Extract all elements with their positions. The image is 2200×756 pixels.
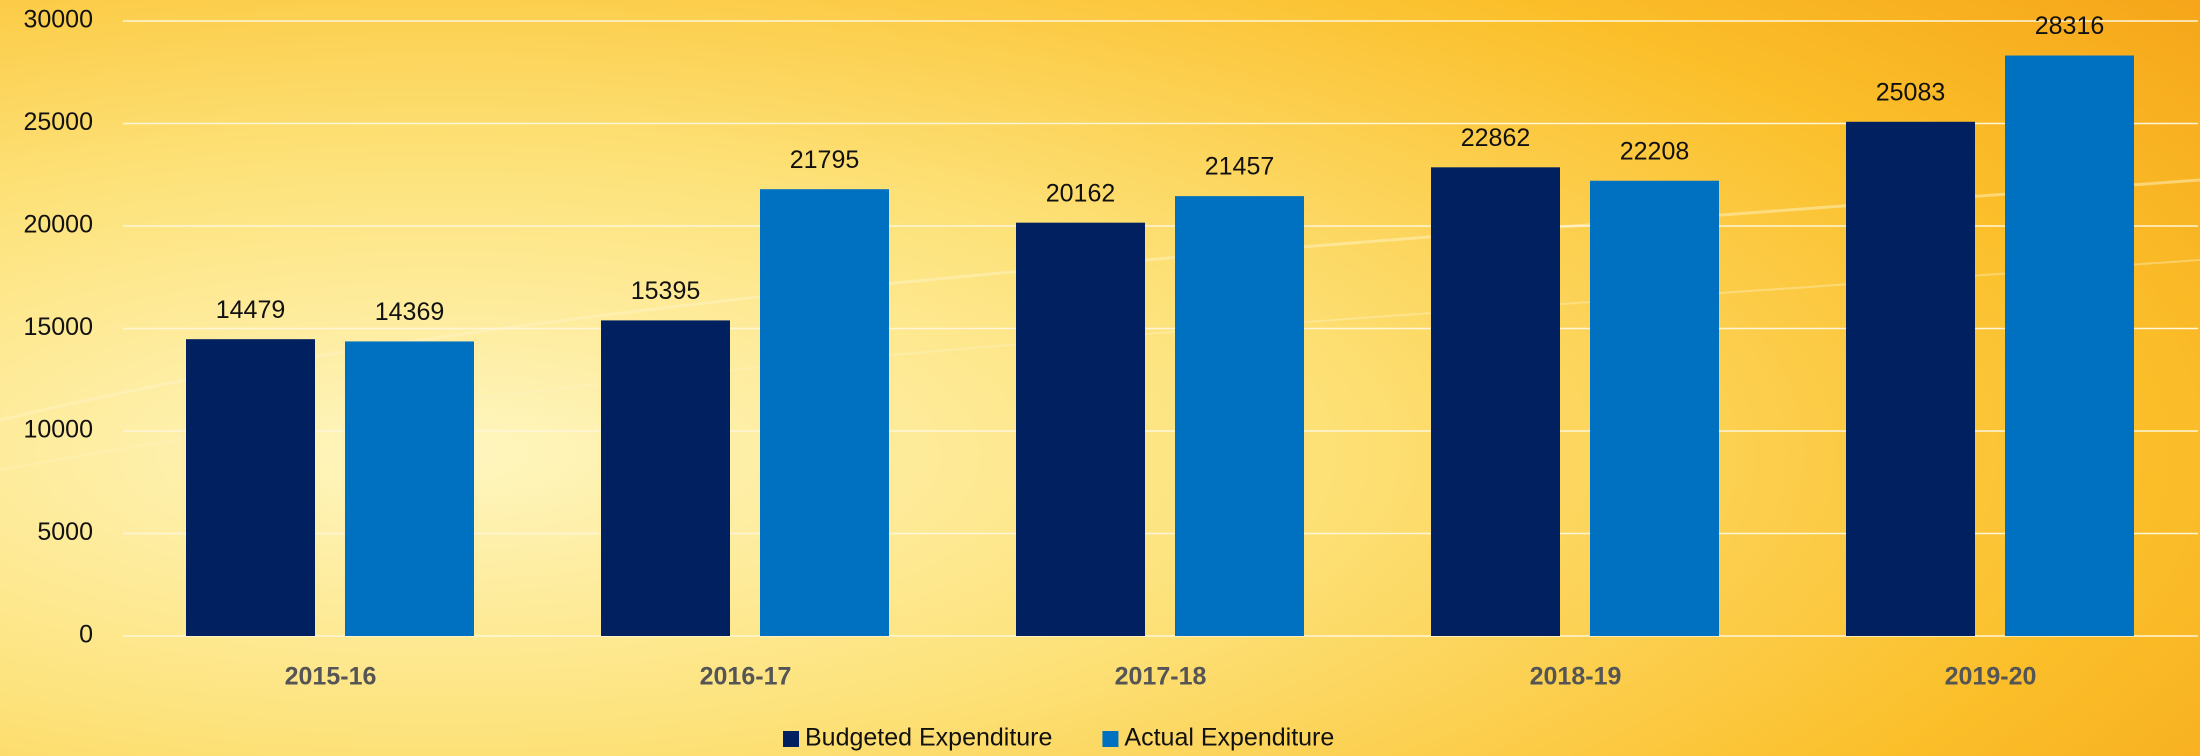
x-tick-label: 2016-17: [700, 663, 792, 691]
data-label: 22862: [1461, 124, 1531, 152]
y-tick-label: 5000: [37, 518, 93, 546]
legend-swatch: [783, 731, 799, 747]
bar: [1431, 167, 1560, 636]
data-label: 14479: [216, 296, 286, 324]
data-label: 21457: [1205, 153, 1275, 181]
data-label: 28316: [2035, 12, 2105, 40]
y-tick-label: 30000: [23, 6, 93, 34]
bar: [601, 320, 730, 636]
x-tick-label: 2017-18: [1115, 663, 1207, 691]
x-tick-label: 2015-16: [285, 663, 377, 691]
data-label: 21795: [790, 146, 860, 174]
y-tick-label: 10000: [23, 416, 93, 444]
x-tick-label: 2019-20: [1945, 663, 2037, 691]
page: {"chart_data": {"type": "bar", "categori…: [0, 0, 2200, 756]
data-label: 14369: [375, 298, 445, 326]
chart: 0 5000 10000 15000 20000 25000 30000 2015-16 144…: [0, 0, 2200, 756]
bar: [345, 341, 474, 636]
bar: [760, 189, 889, 636]
legend-swatch: [1102, 731, 1118, 747]
data-label: 25083: [1876, 78, 1946, 106]
bar: [1175, 196, 1304, 636]
y-tick-label: 20000: [23, 211, 93, 239]
bar: [2005, 56, 2134, 636]
bar: [1016, 223, 1145, 636]
legend-label: Actual Expenditure: [1124, 724, 1334, 752]
y-tick-label: 15000: [23, 313, 93, 341]
bar: [186, 339, 315, 636]
y-tick-label: 25000: [23, 108, 93, 136]
data-label: 22208: [1620, 137, 1690, 165]
bar: [1846, 122, 1975, 636]
y-tick-label: 0: [79, 621, 93, 649]
data-label: 20162: [1046, 179, 1116, 207]
bar: [1590, 181, 1719, 636]
data-label: 15395: [631, 277, 701, 305]
legend-label: Budgeted Expenditure: [805, 724, 1052, 752]
x-tick-label: 2018-19: [1530, 663, 1622, 691]
